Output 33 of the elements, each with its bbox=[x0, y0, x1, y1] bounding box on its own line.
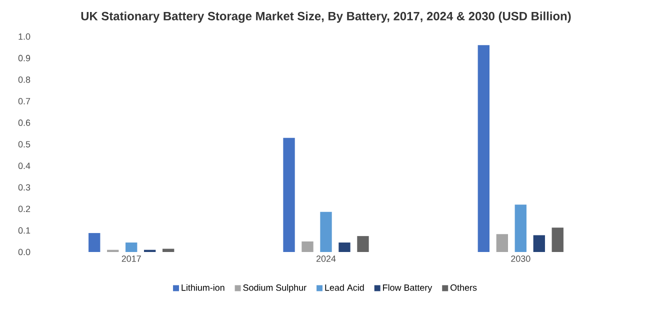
x-tick-label: 2017 bbox=[122, 256, 141, 262]
y-tick-label: 0.6 bbox=[18, 120, 30, 126]
bar bbox=[283, 138, 295, 252]
y-tick-label: 0.5 bbox=[18, 141, 30, 148]
legend-label: Lead Acid bbox=[325, 284, 364, 291]
chart-title: UK Stationary Battery Storage Market Size, By Battery, 2017, 2024 & 2030 (USD Billion) bbox=[81, 12, 571, 23]
legend-label: Sodium Sulphur bbox=[243, 284, 306, 293]
bar bbox=[552, 228, 564, 252]
bar bbox=[533, 235, 545, 252]
bar bbox=[302, 241, 314, 252]
bar bbox=[478, 45, 490, 252]
bar bbox=[357, 236, 369, 252]
y-tick-label: 0.7 bbox=[18, 98, 30, 104]
bar bbox=[496, 234, 508, 252]
bar bbox=[338, 242, 350, 252]
legend-label: Flow Battery bbox=[383, 284, 432, 293]
y-tick-label: 0.2 bbox=[18, 206, 30, 212]
bar bbox=[88, 233, 100, 252]
y-tick-label: 0.0 bbox=[18, 248, 30, 256]
bar bbox=[514, 204, 526, 252]
x-tick-label: 2024 bbox=[316, 256, 336, 262]
legend-label: Others bbox=[450, 284, 477, 291]
bar bbox=[126, 242, 138, 252]
x-tick-label: 2030 bbox=[511, 256, 530, 262]
y-tick-label: 0.4 bbox=[18, 162, 30, 169]
y-tick-label: 0.9 bbox=[18, 54, 30, 62]
y-tick-label: 0.3 bbox=[18, 184, 30, 191]
bar bbox=[320, 212, 332, 252]
bar bbox=[162, 248, 174, 252]
y-tick-label: 0.1 bbox=[18, 227, 30, 234]
y-tick-label: 1.0 bbox=[18, 33, 30, 40]
legend-label: Lithium-ion bbox=[182, 284, 224, 291]
y-tick-label: 0.8 bbox=[18, 76, 30, 83]
